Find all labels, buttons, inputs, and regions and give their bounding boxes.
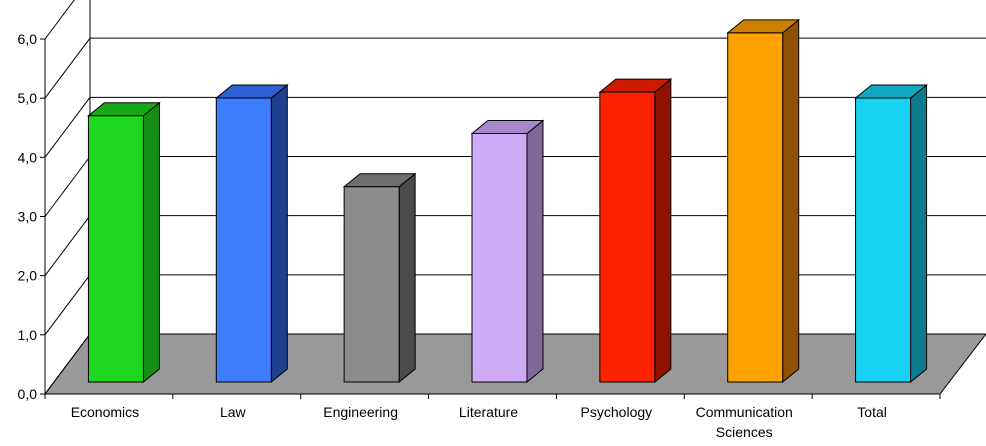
bar-side-literature [526,119,544,384]
x-category-label-economics: Economics [71,404,139,420]
y-tick-label: 4,0 [18,149,38,165]
wall-diagonal [44,215,91,276]
wall-diagonal [44,0,75,40]
bar-law [215,97,272,383]
bar-side-psychology [654,78,672,384]
x-category-label-line: Law [220,404,247,420]
x-category-label-law: Law [220,404,247,420]
wall-diagonal [44,274,91,336]
x-category-label-line: Economics [71,404,139,420]
bar-side-engineering [398,172,416,384]
x-category-label-line: Sciences [716,424,773,440]
wall-diagonal [44,97,91,158]
wall-diagonal [44,333,91,395]
wall-diagonal [44,156,91,217]
wall-diagonal [44,37,91,99]
bar-side-communication-sciences [782,18,800,384]
bar-literature [471,133,528,383]
x-category-label-literature: Literature [459,404,518,420]
y-tick-label: 3,0 [18,209,38,225]
bar-psychology [599,91,656,383]
x-category-label-line: Literature [459,404,518,420]
bar-communication-sciences [727,32,784,383]
bar-total [855,97,912,383]
y-tick-label: 6,0 [18,31,38,47]
y-tick-label: 0,0 [18,386,38,402]
x-category-label-line: Engineering [323,404,398,420]
bar-engineering [343,186,400,383]
bar-side-economics [142,101,160,384]
x-category-label-line: Communication [696,404,793,420]
y-tick-label: 1,0 [18,327,38,343]
x-category-label-psychology: Psychology [581,404,653,420]
y-tick-label: 5,0 [18,90,38,106]
bar-side-total [910,83,928,384]
y-tick-label: 2,0 [18,268,38,284]
bar-economics [87,115,144,383]
x-category-label-engineering: Engineering [323,404,398,420]
x-category-label-communication-sciences: Communication Sciences [696,404,793,440]
x-category-label-line: Total [857,404,887,420]
x-category-label-line: Psychology [581,404,653,420]
x-category-label-total: Total [857,404,887,420]
bar-side-law [270,83,288,384]
